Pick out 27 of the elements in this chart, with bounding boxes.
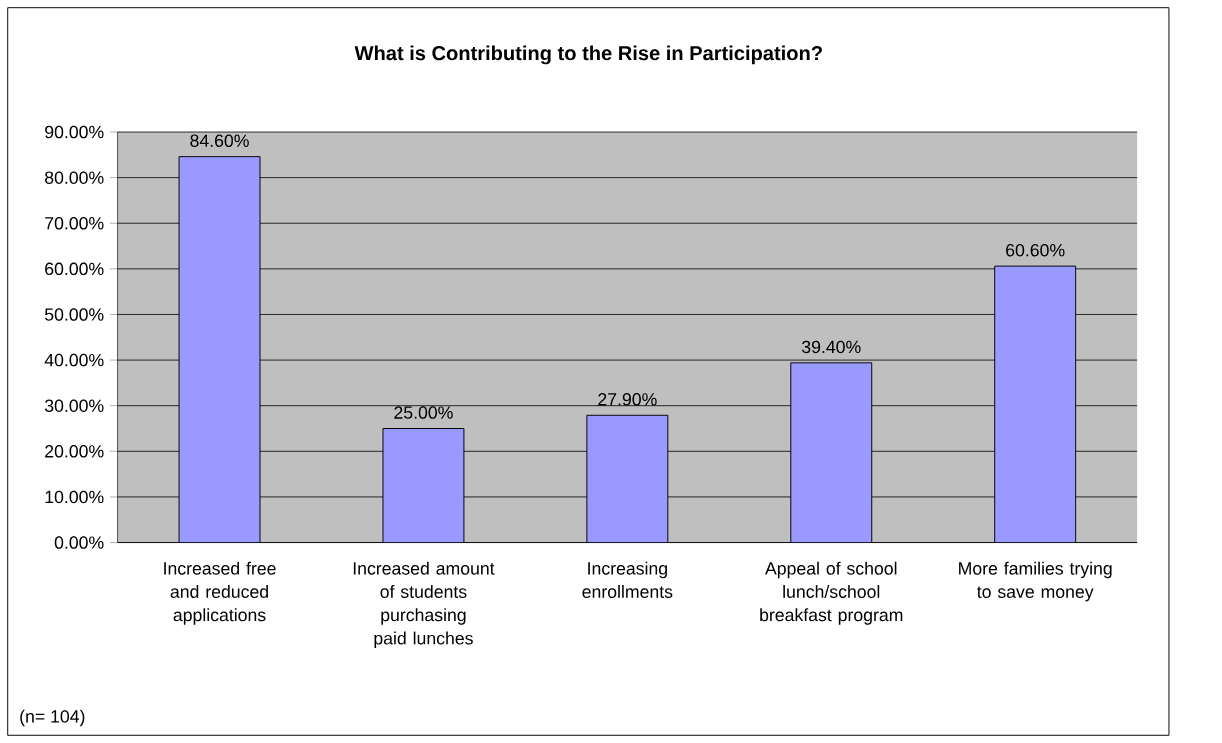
data-label: 60.60% (1006, 243, 1065, 257)
text: (n= 104) (20, 709, 85, 727)
x-tick-label: Increasing enrollments (582, 561, 673, 598)
y-tick-label: 40.00% (44, 353, 104, 367)
y-tick-label: 90.00% (45, 125, 104, 139)
y-tick-label: 50.00% (44, 308, 104, 321)
x-tick-label: Increased amount of students purchasing paid lunches (353, 561, 495, 649)
bar (994, 265, 1077, 543)
bar (586, 414, 669, 543)
y-tick-label: 20.00% (45, 445, 104, 458)
x-tick-label: Increased free and reduced applications (164, 561, 276, 625)
y-tick-label: 10.00% (45, 490, 104, 504)
bar (790, 362, 873, 543)
chart-title: What is Contributing to the Rise in Participation? (354, 45, 822, 65)
data-label: 84.60% (190, 134, 249, 147)
data-label: 25.00% (394, 406, 453, 419)
data-label: 27.90% (598, 393, 657, 406)
data-label: 39.40% (801, 340, 861, 354)
x-tick-label: More families trying to save money (959, 561, 1112, 602)
y-tick-label: 0.00% (54, 536, 104, 549)
y-tick-label: 30.00% (44, 399, 104, 412)
y-tick-label: 70.00% (45, 217, 104, 230)
x-tick-label: Appeal of school lunch/school breakfast program (760, 561, 903, 625)
bar (382, 428, 465, 543)
y-tick-label: 80.00% (45, 171, 104, 184)
y-tick-label: 60.00% (45, 262, 104, 276)
bar (178, 156, 261, 543)
